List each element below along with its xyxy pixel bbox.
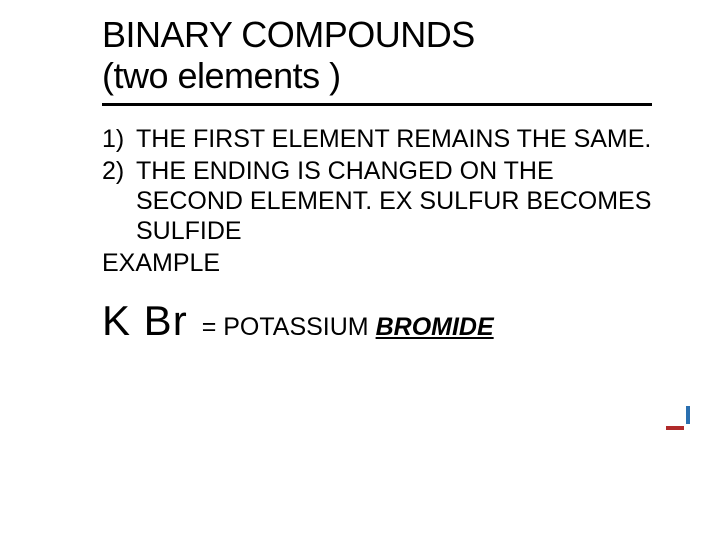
chemical-formula: K Br [102, 296, 188, 346]
rule-number: 1) [102, 124, 136, 154]
rule-text: THE ENDING IS CHANGED ON THE SECOND ELEM… [136, 156, 660, 246]
title-line-1: BINARY COMPOUNDS [102, 14, 475, 55]
rule-number: 2) [102, 156, 136, 246]
equals-sign: = [202, 313, 217, 341]
result-prefix: POTASSIUM [223, 313, 375, 341]
body-content: 1) THE FIRST ELEMENT REMAINS THE SAME. 2… [102, 124, 660, 346]
title-line-2: (two elements ) [102, 55, 341, 96]
result-emphasis: BROMIDE [376, 313, 494, 341]
slide: BINARY COMPOUNDS (two elements ) 1) THE … [0, 0, 720, 540]
accent-bar-vertical [686, 406, 690, 424]
corner-accent-icon [666, 406, 690, 430]
rule-text: THE FIRST ELEMENT REMAINS THE SAME. [136, 124, 660, 154]
title-rule [102, 103, 652, 106]
rule-item: 1) THE FIRST ELEMENT REMAINS THE SAME. [102, 124, 660, 154]
example-label: EXAMPLE [102, 248, 660, 278]
rule-item: 2) THE ENDING IS CHANGED ON THE SECOND E… [102, 156, 660, 246]
accent-bar-horizontal [666, 426, 684, 430]
formula-result: = POTASSIUM BROMIDE [202, 312, 494, 342]
slide-title: BINARY COMPOUNDS (two elements ) [102, 14, 660, 97]
example-formula-line: K Br = POTASSIUM BROMIDE [102, 296, 660, 346]
